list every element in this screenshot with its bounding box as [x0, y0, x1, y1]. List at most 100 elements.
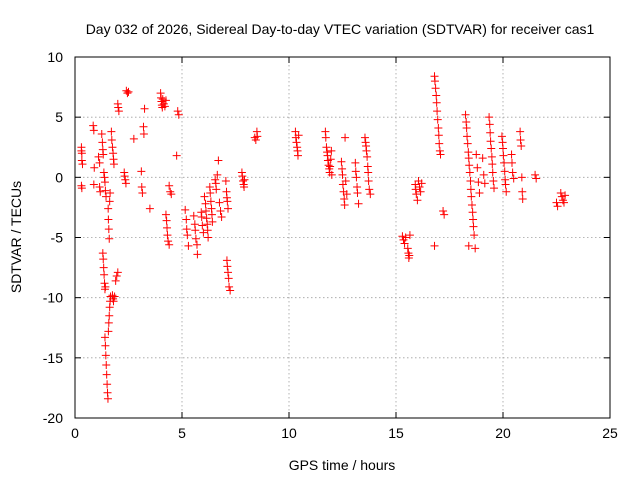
data-point-marker [214, 156, 223, 165]
plus-marker-shape [517, 173, 526, 182]
data-point-marker [509, 174, 518, 183]
plus-marker-shape [518, 194, 527, 203]
data-point-marker [90, 163, 99, 172]
plus-marker-shape [98, 138, 107, 147]
plus-marker-shape [160, 102, 169, 111]
plus-marker-shape [480, 179, 489, 188]
data-point-marker [200, 192, 209, 201]
plus-marker-shape [99, 150, 108, 159]
data-point-marker [499, 144, 507, 153]
plus-marker-shape [208, 217, 217, 226]
x-tick-label: 20 [495, 425, 511, 441]
data-point-marker [95, 158, 104, 167]
data-point-marker [354, 199, 363, 208]
data-point-marker [467, 192, 476, 201]
plus-marker-shape [145, 204, 154, 213]
data-point-marker [463, 132, 472, 141]
data-point-marker [324, 161, 333, 170]
data-point-marker [100, 178, 109, 187]
data-point-marker [94, 152, 103, 161]
y-tick-label: 5 [55, 109, 63, 125]
data-point-marker [465, 168, 474, 177]
data-point-marker [553, 202, 562, 211]
plus-marker-shape [342, 190, 351, 199]
data-point-marker [107, 136, 116, 145]
data-point-marker [106, 188, 115, 197]
plus-marker-shape [223, 197, 232, 206]
data-point-marker [440, 210, 449, 219]
data-point-marker [99, 168, 108, 177]
data-point-marker [96, 187, 105, 196]
data-point-marker [518, 194, 527, 203]
plus-marker-shape [90, 163, 99, 172]
plus-marker-shape [475, 188, 484, 197]
data-point-marker [238, 176, 247, 185]
x-axis-title: GPS time / hours [289, 457, 396, 473]
data-point-marker [223, 197, 232, 206]
plus-marker-shape [351, 158, 360, 167]
plus-marker-shape [105, 234, 114, 243]
data-point-marker [101, 186, 110, 195]
plus-marker-shape [488, 168, 497, 177]
plus-marker-shape [203, 226, 212, 235]
data-point-marker [517, 142, 526, 151]
data-point-marker [507, 158, 516, 167]
plus-marker-shape [465, 168, 474, 177]
plus-marker-shape [101, 351, 110, 360]
data-point-marker [436, 150, 445, 159]
data-point-marker [140, 104, 149, 113]
plus-marker-shape [191, 226, 200, 235]
data-point-marker [435, 146, 444, 155]
plus-marker-shape [200, 192, 209, 201]
plus-marker-shape [417, 179, 426, 188]
plus-marker-shape [89, 121, 98, 130]
data-point-marker [487, 144, 496, 153]
data-point-marker [430, 77, 439, 86]
data-point-marker [201, 199, 210, 208]
data-point-marker [433, 107, 442, 116]
plus-marker-shape [341, 133, 350, 142]
data-point-marker [326, 162, 335, 171]
plus-marker-shape [502, 187, 511, 196]
data-point-marker [500, 167, 509, 176]
data-point-marker [500, 158, 509, 167]
x-tick-label: 25 [602, 425, 618, 441]
plus-marker-shape [508, 168, 517, 177]
plus-marker-shape [173, 107, 182, 116]
data-point-marker [468, 208, 477, 217]
data-point-marker [182, 215, 191, 224]
plus-marker-shape [294, 131, 303, 140]
data-point-marker [197, 213, 206, 222]
data-point-marker [561, 191, 570, 200]
plus-marker-shape [363, 152, 372, 161]
plus-marker-shape [139, 130, 148, 139]
data-point-marker [340, 201, 349, 210]
data-point-marker [165, 181, 174, 190]
plus-marker-shape [204, 233, 213, 242]
data-point-marker [206, 197, 215, 206]
plus-marker-shape [351, 167, 360, 176]
plus-marker-shape [161, 210, 170, 219]
plus-marker-shape [324, 161, 333, 170]
plus-marker-shape [340, 201, 349, 210]
data-point-marker [240, 175, 249, 184]
plus-marker-shape [101, 186, 110, 195]
plus-marker-shape [108, 143, 117, 152]
data-point-marker [487, 152, 496, 161]
plus-marker-shape [158, 95, 167, 104]
data-point-marker [226, 286, 235, 295]
data-point-marker [293, 151, 302, 160]
data-point-marker [202, 214, 211, 223]
plus-marker-shape [461, 110, 470, 119]
data-point-marker [416, 187, 425, 196]
data-point-marker [478, 154, 487, 163]
plus-marker-shape [137, 182, 146, 191]
y-axis-title: SDTVAR / TECUs [8, 181, 24, 293]
data-point-marker [351, 158, 360, 167]
plus-marker-shape [140, 104, 149, 113]
data-point-marker [430, 241, 439, 250]
data-point-marker [516, 127, 525, 136]
plus-marker-shape [89, 126, 98, 135]
plus-marker-shape [207, 210, 216, 219]
plus-marker-shape [105, 197, 114, 206]
